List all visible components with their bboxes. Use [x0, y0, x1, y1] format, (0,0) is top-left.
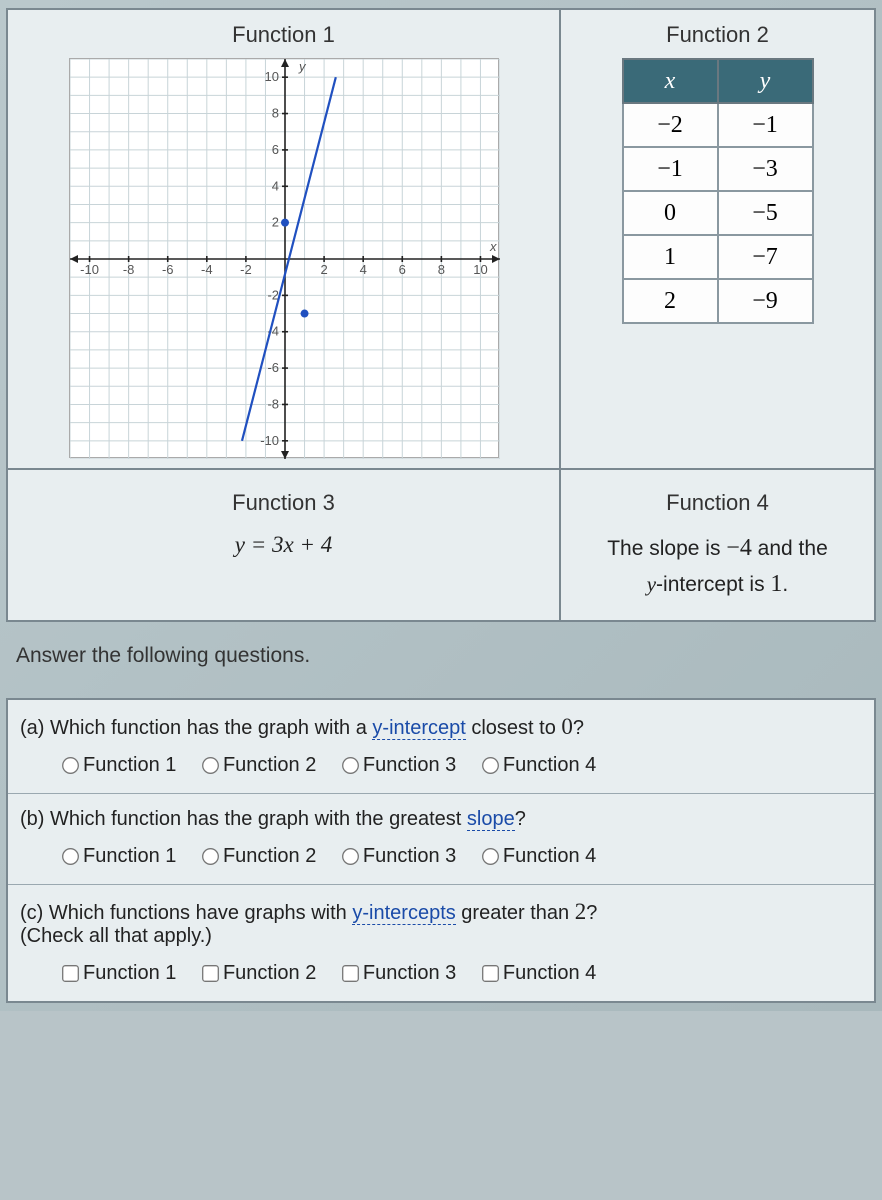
svg-text:-8: -8 — [122, 262, 134, 277]
function-4-title: Function 4 — [571, 490, 864, 516]
question-a-options: Function 1 Function 2 Function 3 Functio… — [20, 754, 862, 777]
qc-label-function-2: Function 2 — [223, 962, 316, 984]
table-row: 1−7 — [623, 235, 813, 279]
qa-radio-function-4[interactable] — [482, 757, 499, 774]
svg-text:2: 2 — [271, 215, 278, 230]
qc-label-function-1: Function 1 — [83, 962, 176, 984]
table-row: 2−9 — [623, 279, 813, 323]
qc-label-function-3: Function 3 — [363, 962, 456, 984]
function-1-graph: -10-10-8-8-6-6-4-4-2-2224466881010yx — [69, 58, 499, 458]
qa-label-function-3: Function 3 — [363, 754, 456, 776]
svg-text:10: 10 — [264, 69, 278, 84]
svg-text:-4: -4 — [201, 262, 213, 277]
svg-text:-6: -6 — [161, 262, 173, 277]
svg-text:10: 10 — [473, 262, 487, 277]
table-row: −1−3 — [623, 147, 813, 191]
qb-label-function-4: Function 4 — [503, 845, 596, 867]
svg-text:6: 6 — [271, 142, 278, 157]
svg-text:-2: -2 — [240, 262, 252, 277]
questions-box: (a) Which function has the graph with a … — [6, 698, 876, 1003]
svg-text:y: y — [298, 59, 307, 74]
svg-text:8: 8 — [271, 106, 278, 121]
qc-label-function-4: Function 4 — [503, 962, 596, 984]
svg-text:4: 4 — [271, 178, 278, 193]
function-3-cell: Function 3 y = 3x + 4 — [8, 470, 561, 620]
qa-label-function-4: Function 4 — [503, 754, 596, 776]
qa-label-function-2: Function 2 — [223, 754, 316, 776]
table-row: 0−5 — [623, 191, 813, 235]
qb-label-function-1: Function 1 — [83, 845, 176, 867]
question-c: (c) Which functions have graphs with y-i… — [8, 885, 874, 1001]
table-header-y: y — [718, 59, 813, 103]
svg-text:x: x — [489, 239, 497, 254]
function-1-cell: Function 1 -10-10-8-8-6-6-4-4-2-22244668… — [8, 10, 561, 468]
link-slope[interactable]: slope — [467, 808, 515, 831]
function-1-title: Function 1 — [23, 22, 544, 48]
function-2-table: x y −2−1 −1−3 0−5 1−7 2−9 — [622, 58, 814, 324]
qb-label-function-3: Function 3 — [363, 845, 456, 867]
qa-label-function-1: Function 1 — [83, 754, 176, 776]
qb-radio-function-3[interactable] — [342, 848, 359, 865]
table-header-x: x — [623, 59, 718, 103]
qb-radio-function-2[interactable] — [202, 848, 219, 865]
svg-text:-10: -10 — [80, 262, 99, 277]
qc-checkbox-function-4[interactable] — [482, 965, 499, 982]
qa-radio-function-3[interactable] — [342, 757, 359, 774]
function-4-description: The slope is −4 and the y-intercept is 1… — [571, 530, 864, 602]
qc-checkbox-function-2[interactable] — [202, 965, 219, 982]
qb-radio-function-1[interactable] — [62, 848, 79, 865]
svg-text:6: 6 — [398, 262, 405, 277]
qa-radio-function-2[interactable] — [202, 757, 219, 774]
function-3-formula: y = 3x + 4 — [18, 532, 549, 558]
qc-checkbox-function-1[interactable] — [62, 965, 79, 982]
svg-text:4: 4 — [359, 262, 366, 277]
function-2-cell: Function 2 x y −2−1 −1−3 0−5 1−7 2−9 — [561, 10, 874, 468]
svg-text:2: 2 — [320, 262, 327, 277]
instructions: Answer the following questions. — [6, 622, 876, 698]
worksheet: Function 1 -10-10-8-8-6-6-4-4-2-22244668… — [0, 0, 882, 1011]
question-b: (b) Which function has the graph with th… — [8, 794, 874, 885]
function-4-cell: Function 4 The slope is −4 and the y-int… — [561, 470, 874, 620]
table-row: −2−1 — [623, 103, 813, 147]
functions-row-1: Function 1 -10-10-8-8-6-6-4-4-2-22244668… — [6, 8, 876, 470]
svg-text:-8: -8 — [267, 396, 279, 411]
qb-label-function-2: Function 2 — [223, 845, 316, 867]
svg-text:-6: -6 — [267, 360, 279, 375]
function-3-title: Function 3 — [18, 490, 549, 516]
svg-text:-10: -10 — [260, 433, 279, 448]
svg-text:8: 8 — [437, 262, 444, 277]
qc-checkbox-function-3[interactable] — [342, 965, 359, 982]
function-2-title: Function 2 — [576, 22, 859, 48]
link-y-intercept[interactable]: y-intercept — [372, 717, 465, 740]
question-c-options: Function 1 Function 2 Function 3 Functio… — [20, 962, 862, 985]
link-y-intercepts[interactable]: y-intercepts — [352, 902, 455, 925]
functions-row-2: Function 3 y = 3x + 4 Function 4 The slo… — [6, 470, 876, 622]
qa-radio-function-1[interactable] — [62, 757, 79, 774]
question-a: (a) Which function has the graph with a … — [8, 700, 874, 794]
qb-radio-function-4[interactable] — [482, 848, 499, 865]
question-b-options: Function 1 Function 2 Function 3 Functio… — [20, 845, 862, 868]
